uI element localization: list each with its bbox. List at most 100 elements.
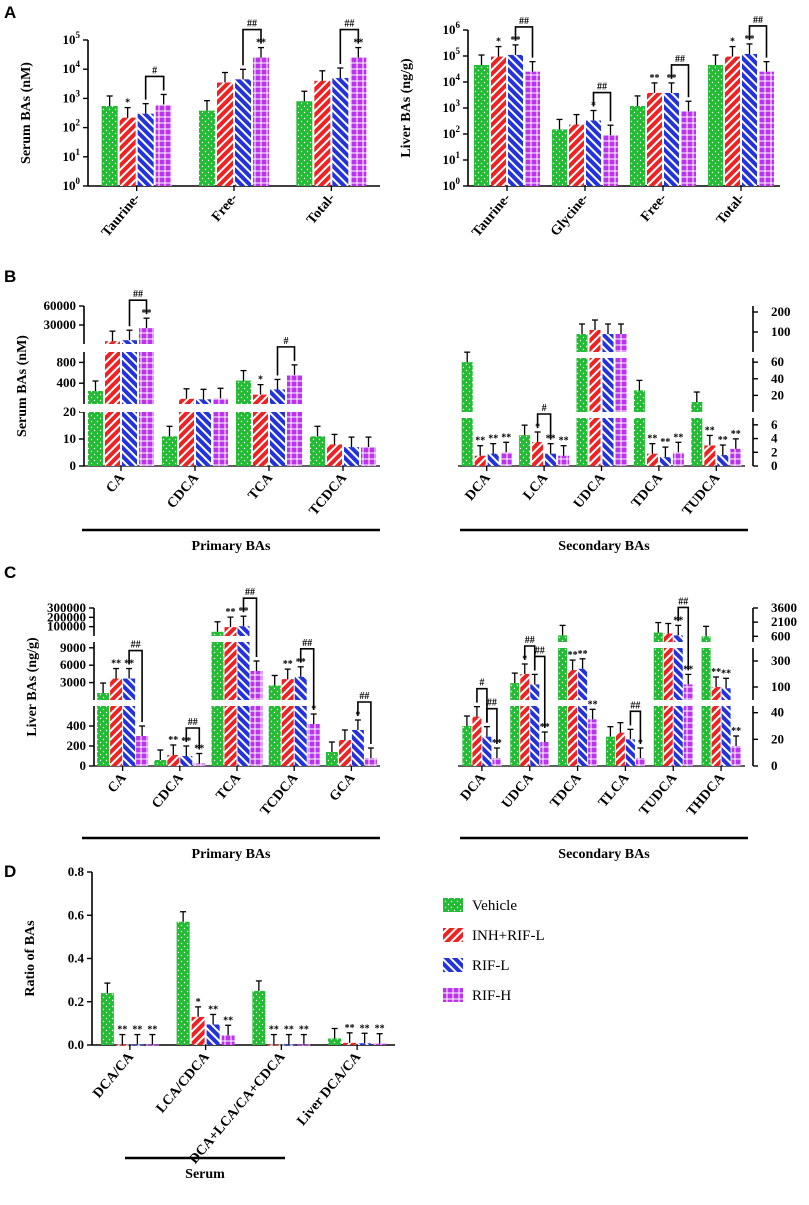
bracket-label-b-right-6: #: [542, 403, 547, 414]
bar-c-right-tudca-vehicle-seg2: [653, 632, 663, 642]
y-tick-label-d-0: 0.0: [68, 1037, 84, 1052]
bracket-b-left-1: [128, 299, 148, 327]
bar-b-right-dca-vehicle-seg0: [461, 418, 473, 466]
category-label-a-right-taurine: Taurine-: [469, 191, 514, 240]
y-tick-label-a-right-6: 106: [443, 20, 461, 37]
group-label-b-left: Primary BAs: [192, 539, 271, 554]
bar-b-left-tcdca-rif-l-seg0: [344, 447, 359, 466]
sig-c-left-3: **: [168, 735, 178, 746]
y-tick-label-c-right-2-1: 2100: [771, 614, 797, 629]
category-label-c-left-cdca: CDCA: [149, 770, 187, 811]
bar-b-left-tca-vehicle-seg1: [236, 380, 251, 404]
bracket-c-left-6: [185, 727, 201, 750]
bar-b-left-tca-rif-h-seg0: [287, 412, 302, 466]
bar-d-liver-dca-ca-inh-rif-l: [343, 1042, 357, 1045]
bar-a-right-free-inh-rif-l: [647, 92, 662, 186]
y-tick-label-d-1: 0.2: [68, 994, 84, 1009]
group-label-c-right: Secondary BAs: [558, 847, 650, 862]
panel-label-b: B: [4, 267, 16, 286]
bracket-c-right-2: [486, 707, 498, 744]
bar-d-lca-cdca-rif-h: [221, 1035, 235, 1045]
bar-b-right-tdca-vehicle-seg1: [633, 390, 645, 412]
bar-c-right-tdca-rif-l-seg1: [578, 668, 588, 700]
bar-c-left-ca-rif-l-seg1: [123, 678, 136, 700]
sig-b-left-2: *: [258, 375, 263, 386]
bar-d-dca-ca-vehicle: [100, 993, 114, 1045]
bar-d-liver-dca-ca-vehicle: [328, 1038, 342, 1045]
bar-b-left-ca-inh-rif-l-seg2: [105, 341, 120, 344]
bar-c-left-tca-vehicle-seg2: [211, 631, 224, 636]
bracket-label-a-right-2: ##: [519, 16, 529, 27]
bar-b-right-dca-rif-h-seg0: [500, 452, 512, 466]
bracket-label-a-right-4: ##: [597, 82, 607, 93]
bar-b-left-tca-rif-l-seg0: [270, 412, 285, 466]
y-tick-label-a-right-2: 102: [443, 124, 461, 141]
y-tick-label-a-left-0: 100: [63, 176, 81, 193]
bar-c-right-thdca-rif-h-seg0: [731, 746, 741, 766]
category-label-c-left-tca: TCA: [214, 770, 245, 803]
bar-c-right-tudca-rif-l-seg2: [673, 635, 683, 642]
bar-b-left-tca-inh-rif-l-seg1: [253, 394, 268, 404]
bar-b-left-ca-rif-l-seg2: [122, 340, 137, 344]
y-tick-label-b-right-0-1: 2: [771, 444, 778, 459]
category-label-a-left-free: Free-: [209, 191, 241, 225]
category-label-b-right-tdca: TDCA: [629, 470, 667, 511]
bar-b-right-udca-rif-h-seg2: [615, 334, 627, 352]
bar-a-right-free-rif-h: [681, 111, 696, 186]
bar-b-right-dca-vehicle-seg1: [461, 362, 473, 412]
bracket-a-right-2: [514, 26, 534, 58]
bar-a-right-glycine-rif-h: [603, 135, 618, 186]
bar-a-right-taurine-rif-h: [525, 71, 540, 186]
bracket-c-left-2: [128, 649, 143, 722]
y-tick-label-b-left-0-2: 20: [63, 404, 76, 419]
y-axis-title-d: Ratio of BAs: [23, 920, 38, 997]
bracket-a-right-10: [748, 25, 768, 58]
bar-a-right-free-vehicle: [630, 105, 645, 186]
bar-b-right-dca-rif-l-seg0: [487, 453, 499, 466]
bar-c-left-gca-rif-l-seg0: [351, 730, 364, 766]
bar-c-right-tlca-vehicle-seg0: [605, 736, 615, 766]
bar-c-right-tlca-rif-h-seg0: [635, 758, 645, 766]
axis-break-c-right-0: [454, 700, 753, 706]
bar-b-right-lca-inh-rif-l-seg0: [532, 442, 544, 466]
bar-a-right-total-vehicle: [708, 65, 723, 186]
bar-c-left-gca-inh-rif-l-seg0: [338, 740, 351, 766]
legend-swatch-inh-rif-l: [443, 928, 463, 942]
bar-a-left-free-rif-h: [253, 57, 269, 186]
bar-a-left-taurine-rif-l: [137, 113, 154, 186]
y-tick-label-a-left-5: 105: [63, 30, 81, 47]
bracket-a-left-1: [144, 75, 165, 100]
bar-c-left-tcdca-rif-h-seg0: [307, 724, 320, 766]
y-tick-label-c-left-1-0: 3000: [60, 675, 86, 690]
sig-d-5: **: [223, 1015, 233, 1026]
bracket-label-c-left-13: ##: [302, 638, 312, 649]
bar-c-left-cdca-vehicle-seg0: [154, 760, 167, 766]
sig-c-right-9: **: [588, 699, 598, 710]
category-label-c-left-ca: CA: [105, 770, 130, 796]
y-tick-label-c-right-1-0: 100: [771, 679, 791, 694]
bar-d-dca-lca-ca-cdca-vehicle: [252, 990, 266, 1045]
bracket-a-left-3: [242, 28, 262, 66]
bar-a-right-taurine-inh-rif-l: [491, 56, 506, 186]
sig-b-right-8: **: [660, 437, 670, 448]
bracket-c-left-13: [299, 648, 315, 710]
bracket-c-left-15: [357, 701, 372, 744]
bar-d-lca-cdca-rif-l: [206, 1024, 220, 1045]
bar-a-right-taurine-rif-l: [508, 54, 523, 186]
y-tick-label-d-2: 0.4: [68, 951, 85, 966]
y-tick-label-a-left-4: 104: [63, 59, 81, 76]
bar-c-left-tca-rif-l-seg1: [237, 642, 250, 700]
category-label-d-liver-dca-ca: Liver DCA/CA: [295, 1049, 365, 1129]
y-tick-label-c-right-2-2: 3600: [771, 600, 797, 615]
axis-break-b-left-1: [80, 344, 388, 352]
bar-b-right-tdca-rif-l-seg0: [659, 457, 671, 466]
category-label-a-right-free: Free-: [638, 191, 670, 225]
bar-a-right-total-rif-h: [759, 71, 774, 186]
bar-c-right-tlca-inh-rif-l-seg0: [615, 732, 625, 766]
bar-a-left-total-vehicle: [296, 101, 313, 186]
sig-d-8: **: [299, 1025, 309, 1036]
bracket-label-a-right-7: ##: [675, 54, 685, 65]
bar-b-right-tudca-vehicle-seg0: [691, 418, 703, 466]
